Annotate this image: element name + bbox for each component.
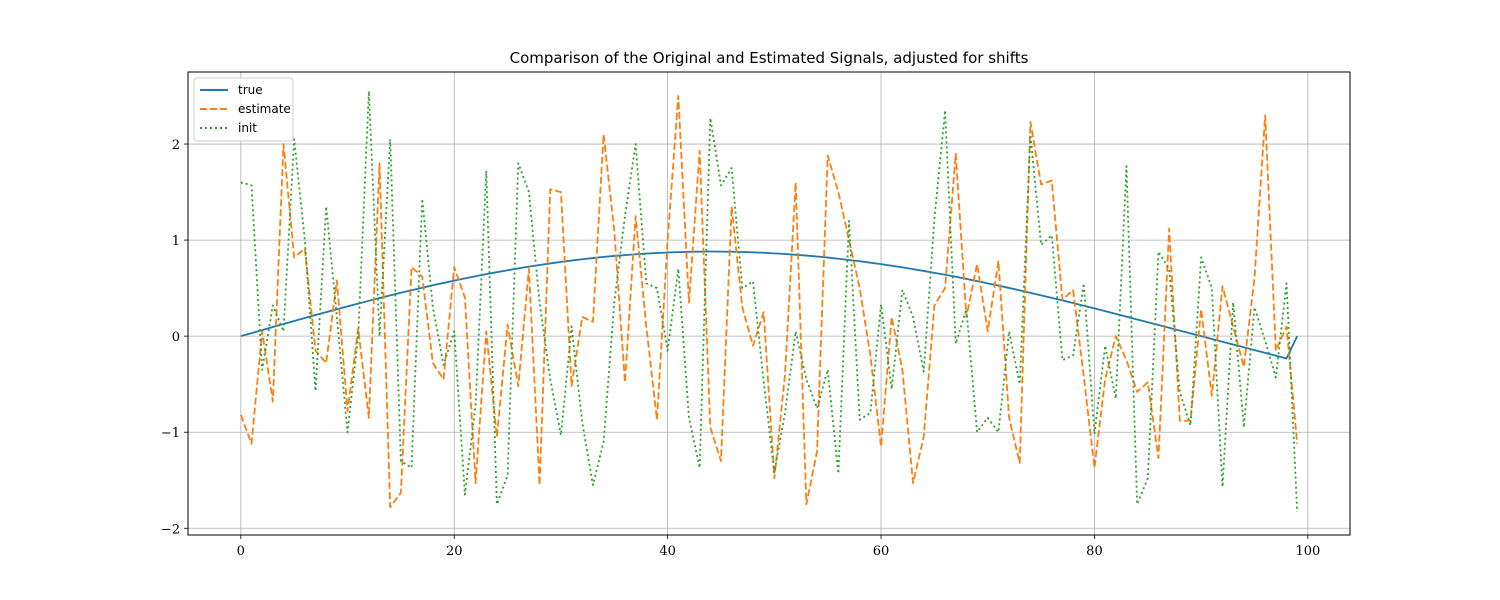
series-line-init: [240, 90, 1299, 512]
series-line-true: [240, 250, 1298, 360]
y-tick-label: 1: [172, 234, 180, 249]
series-line-estimate: [239, 95, 1299, 509]
x-tick-label: 60: [873, 544, 890, 559]
y-tick-label: −1: [161, 426, 180, 441]
x-tick-label: 40: [659, 544, 676, 559]
gridlines: [188, 72, 1350, 535]
legend-label-init: init: [238, 121, 257, 135]
plot-series: [239, 90, 1299, 512]
axis-ticks: 0 20 40 60 80 100 −2 −1 0 1 2: [161, 138, 1320, 559]
x-tick-label: 0: [237, 544, 245, 559]
y-tick-label: 0: [172, 330, 180, 345]
chart-title: Comparison of the Original and Estimated…: [510, 49, 1029, 67]
legend-label-estimate: estimate: [238, 102, 291, 116]
legend-label-true: true: [238, 83, 263, 97]
x-tick-label: 80: [1086, 544, 1103, 559]
x-tick-label: 100: [1295, 544, 1320, 559]
y-tick-label: 2: [172, 138, 180, 153]
y-tick-label: −2: [161, 522, 180, 537]
plot-frame: [187, 71, 1351, 536]
legend: true estimate init: [193, 77, 294, 142]
x-tick-label: 20: [446, 544, 463, 559]
legend-box: [193, 77, 294, 142]
